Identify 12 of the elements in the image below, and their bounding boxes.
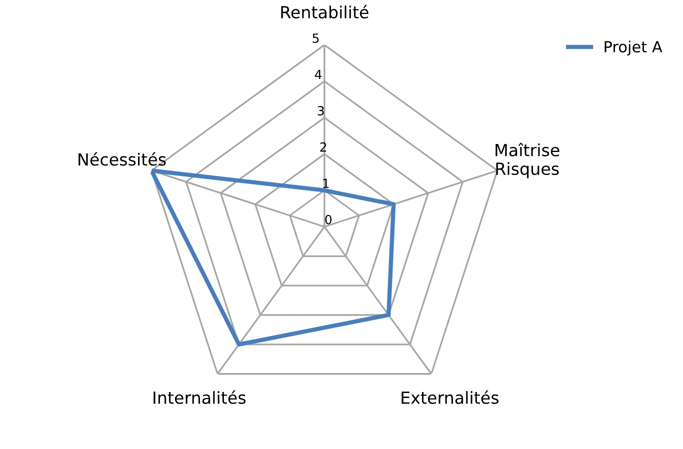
spoke-label: Internalités	[154, 390, 246, 404]
spoke-label: Maîtrise Risques	[496, 142, 560, 178]
y-tick-label: 2	[320, 142, 326, 152]
y-tick-label: 3	[318, 106, 324, 116]
y-tick-label: 1	[323, 178, 329, 188]
y-tick-label: 0	[325, 214, 332, 224]
legend-label: Projet A	[604, 40, 662, 56]
spoke-label: Externalités	[402, 390, 498, 404]
y-tick-label: 4	[314, 70, 322, 80]
spoke-label: Nécessités	[78, 152, 166, 166]
spoke-label: Rentabilité	[281, 4, 368, 18]
y-tick-label: 5	[312, 34, 319, 43]
